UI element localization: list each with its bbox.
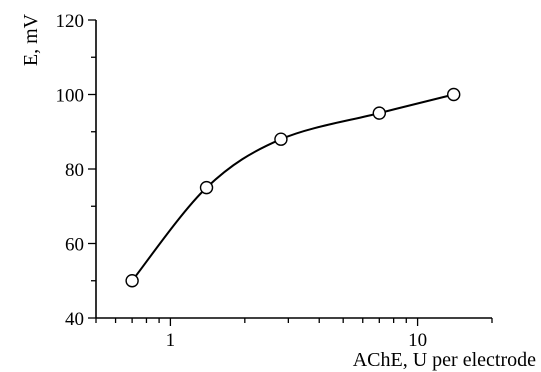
x-tick-label: 1 <box>166 330 176 351</box>
y-axis-label: E, mV <box>20 13 42 66</box>
y-tick-label: 40 <box>65 309 84 330</box>
data-point <box>372 106 387 120</box>
x-tick-label: 10 <box>408 330 427 351</box>
x-tick-labels: 1 10 <box>166 330 427 351</box>
y-tick-label: 120 <box>56 11 85 32</box>
y-tick-label: 80 <box>65 160 84 181</box>
series-line <box>131 93 454 282</box>
data-point <box>199 180 214 195</box>
data-point <box>125 274 139 288</box>
data-point <box>447 87 461 102</box>
x-axis-label: AChE, U per electrode <box>353 349 536 371</box>
y-tick-label: 100 <box>56 86 85 107</box>
y-tick-labels: 40 60 80 100 120 <box>56 11 85 330</box>
y-tick-label: 60 <box>65 235 84 256</box>
data-points <box>125 87 461 288</box>
tick-marks <box>88 19 493 326</box>
data-point <box>274 132 288 146</box>
